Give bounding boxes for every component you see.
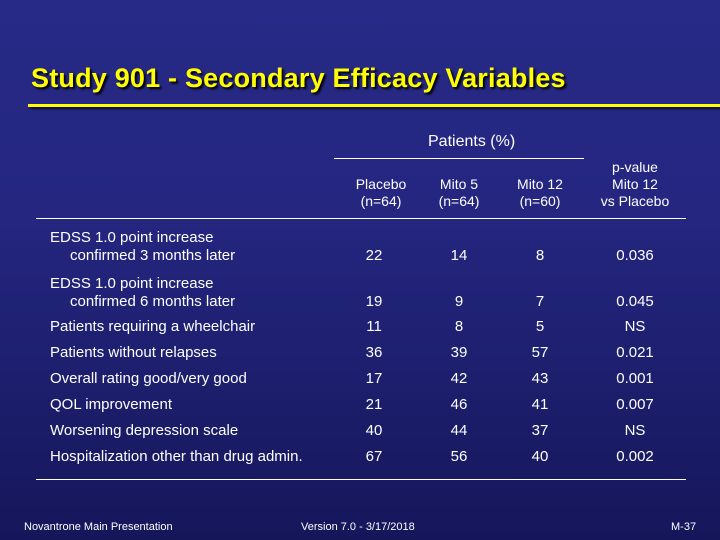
table-cell: 37 — [531, 422, 549, 439]
table-cell: 67 — [365, 448, 383, 465]
table-cell: 41 — [531, 396, 549, 413]
table-cell: NS — [624, 422, 646, 439]
table-cell: 43 — [531, 370, 549, 387]
table-cell: 0.001 — [616, 370, 654, 387]
column-header-pvalue: p-value Mito 12 vs Placebo — [600, 159, 670, 209]
header-rule — [36, 218, 686, 219]
table-cell: 7 — [535, 293, 545, 310]
table-cell: 46 — [450, 396, 468, 413]
column-header-mito5: Mito 5 (n=64) — [438, 176, 480, 209]
table-cell: 22 — [365, 247, 383, 264]
table-cell: 42 — [450, 370, 468, 387]
row-label: Hospitalization other than drug admin. — [50, 448, 303, 465]
title-underline — [28, 104, 720, 107]
table-cell: 11 — [366, 318, 382, 335]
table-cell: 19 — [365, 293, 383, 310]
footer-presentation-name: Novantrone Main Presentation — [24, 521, 173, 533]
table-cell: 8 — [535, 247, 545, 264]
group-header-rule — [334, 158, 584, 159]
table-cell: 17 — [365, 370, 383, 387]
column-header-mito12: Mito 12 (n=60) — [517, 176, 563, 209]
footer-slide-number: M-37 — [671, 521, 697, 533]
table-cell: 14 — [450, 247, 468, 264]
table-cell: 40 — [365, 422, 383, 439]
table-cell: 8 — [454, 318, 464, 335]
footer-version: Version 7.0 - 3/17/2018 — [301, 521, 415, 533]
table-cell: 0.007 — [616, 396, 654, 413]
group-header: Patients (%) — [428, 133, 516, 150]
table-cell: 0.021 — [616, 344, 654, 361]
table-cell: 39 — [450, 344, 468, 361]
table-cell: 40 — [531, 448, 549, 465]
table-cell: 44 — [450, 422, 468, 439]
table-cell: 5 — [535, 318, 545, 335]
table-cell: 9 — [454, 293, 464, 310]
row-label: Worsening depression scale — [50, 422, 239, 439]
row-label: Patients without relapses — [50, 344, 217, 361]
table-cell: NS — [624, 318, 646, 335]
row-label: Patients requiring a wheelchair — [50, 318, 256, 335]
row-label: QOL improvement — [50, 396, 172, 413]
table-cell: 57 — [531, 344, 549, 361]
column-header-placebo: Placebo (n=64) — [355, 176, 407, 209]
row-label: Overall rating good/very good — [50, 370, 247, 387]
table-cell: 0.002 — [616, 448, 654, 465]
table-cell: 0.036 — [616, 247, 654, 264]
table-cell: 56 — [450, 448, 468, 465]
table-cell: 0.045 — [616, 293, 654, 310]
table-bottom-rule — [36, 479, 686, 480]
row-label: EDSS 1.0 point increase confirmed 6 mont… — [50, 275, 236, 310]
slide-title: Study 901 - Secondary Efficacy Variables — [31, 63, 566, 93]
table-cell: 36 — [365, 344, 383, 361]
row-label: EDSS 1.0 point increase confirmed 3 mont… — [50, 229, 236, 264]
table-cell: 21 — [365, 396, 383, 413]
